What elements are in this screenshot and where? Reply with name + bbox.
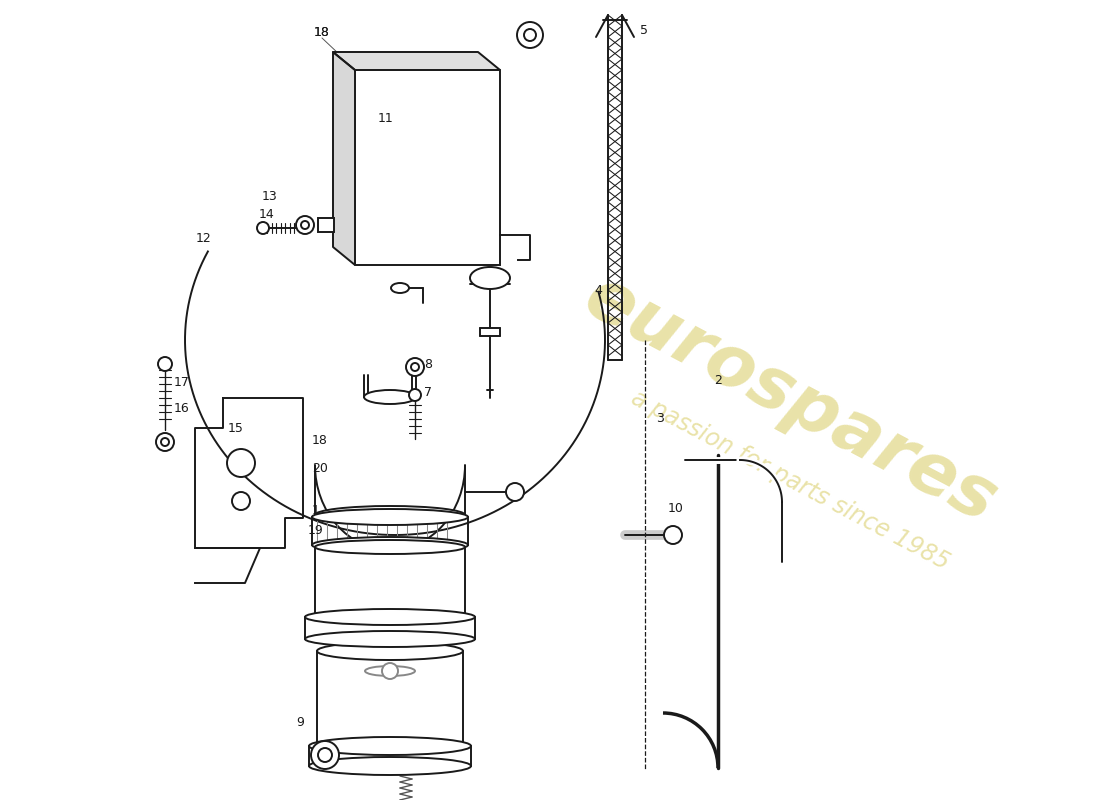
Circle shape: [257, 222, 270, 234]
Text: 1: 1: [312, 503, 320, 517]
Text: eurospares: eurospares: [572, 262, 1008, 538]
Circle shape: [506, 483, 524, 501]
Ellipse shape: [315, 540, 465, 554]
Text: 9: 9: [296, 717, 304, 730]
Bar: [318, 218, 334, 232]
Ellipse shape: [305, 609, 475, 625]
Text: 2: 2: [714, 374, 722, 386]
Ellipse shape: [312, 537, 468, 553]
Text: a passion for parts since 1985: a passion for parts since 1985: [627, 386, 954, 574]
Circle shape: [161, 438, 169, 446]
Text: 14: 14: [260, 207, 275, 221]
Polygon shape: [333, 52, 355, 265]
Text: 13: 13: [262, 190, 278, 202]
Ellipse shape: [315, 506, 465, 524]
Circle shape: [296, 216, 314, 234]
Text: 11: 11: [378, 111, 394, 125]
Circle shape: [158, 357, 172, 371]
Circle shape: [517, 22, 543, 48]
Ellipse shape: [470, 267, 510, 289]
Circle shape: [409, 389, 421, 401]
Text: 16: 16: [174, 402, 190, 414]
Circle shape: [311, 741, 339, 769]
Circle shape: [301, 221, 309, 229]
Text: 18: 18: [315, 26, 330, 38]
Text: 7: 7: [424, 386, 432, 399]
Text: 15: 15: [228, 422, 244, 434]
Text: 20: 20: [312, 462, 328, 474]
Text: 17: 17: [174, 375, 190, 389]
Ellipse shape: [317, 642, 463, 660]
Circle shape: [664, 526, 682, 544]
Text: 10: 10: [668, 502, 684, 514]
Text: 18: 18: [315, 26, 330, 38]
Circle shape: [232, 492, 250, 510]
Ellipse shape: [390, 283, 409, 293]
Ellipse shape: [305, 631, 475, 647]
Circle shape: [406, 358, 424, 376]
Circle shape: [156, 433, 174, 451]
Ellipse shape: [309, 757, 471, 775]
Ellipse shape: [309, 737, 471, 755]
Circle shape: [524, 29, 536, 41]
Ellipse shape: [312, 509, 468, 525]
Text: 12: 12: [196, 231, 212, 245]
Circle shape: [227, 449, 255, 477]
Circle shape: [382, 663, 398, 679]
Ellipse shape: [364, 390, 416, 404]
Ellipse shape: [365, 666, 415, 676]
Circle shape: [318, 748, 332, 762]
Text: 5: 5: [640, 23, 648, 37]
Text: 8: 8: [424, 358, 432, 371]
Text: 19: 19: [308, 523, 323, 537]
Bar: [355, 70, 500, 265]
Text: 18: 18: [312, 434, 328, 446]
Text: 3: 3: [656, 411, 664, 425]
Text: 4: 4: [594, 283, 602, 297]
Polygon shape: [333, 52, 500, 70]
Circle shape: [411, 363, 419, 371]
